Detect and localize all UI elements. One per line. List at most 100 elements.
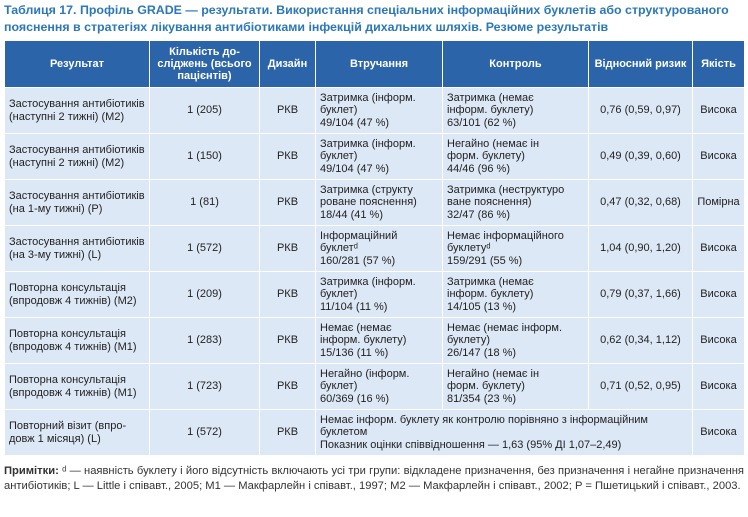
- control-line: Негайно (немає ін­: [447, 137, 540, 150]
- cell-design: РКВ: [259, 225, 316, 272]
- control-line: буклету): [447, 334, 490, 347]
- cell-design: РКВ: [259, 87, 316, 134]
- intervention-line: Затримка (інформ.: [320, 137, 416, 150]
- cell-control: Затримка (немає інформ. буклету) 14/105 (1…: [442, 271, 589, 318]
- control-line: 32/47 (86 %): [447, 208, 510, 221]
- table-row: Застосування антибіо­тиків (наступні 2 т…: [4, 87, 745, 134]
- control-line: форм. буклету): [447, 150, 525, 163]
- table-row: Повторна консультація (впродовж 4 тижнів…: [4, 317, 745, 364]
- header-result: Результат: [4, 40, 150, 88]
- control-line: інформ. буклету): [447, 288, 534, 301]
- intervention-line: 15/136 (11 %): [320, 346, 389, 359]
- cell-control: Немає (немає інформ. буклету) 26/147 (18 %…: [442, 317, 589, 364]
- control-line: Затримка (немає: [447, 275, 534, 288]
- cell-control: Негайно (немає ін­форм. буклету) 81/354 (…: [442, 363, 589, 410]
- cell-design: РКВ: [259, 271, 316, 318]
- intervention-line: 11/104 (11 %): [320, 300, 388, 313]
- cell-quality: Помір­на: [692, 179, 745, 226]
- header-design: Дизайн: [259, 40, 316, 88]
- cell-relative-risk: 0,79 (0,37, 1,66): [588, 271, 693, 318]
- intervention-line: 49/104 (47 %): [320, 116, 390, 129]
- control-line: буклетуᵈ: [447, 242, 491, 255]
- intervention-line: Негайно (інформ.: [320, 367, 410, 380]
- cell-design: РКВ: [259, 133, 316, 180]
- cell-control: Затримка (немає інформ. буклету) 63/101 (6…: [442, 87, 589, 134]
- table-row: Застосування антибіо­тиків (на 1-му тижн…: [4, 179, 745, 226]
- control-line: ване пояснення): [447, 196, 532, 209]
- cell-quality: Висока: [692, 363, 745, 410]
- header-quality: Якість: [692, 40, 745, 88]
- control-line: 81/354 (23 %): [447, 392, 517, 405]
- table-row: Повторна консультація (впродовж 4 тижнів…: [4, 271, 745, 318]
- control-line: Немає інформаційного: [447, 229, 564, 242]
- cell-result: Повторна консультація (впродовж 4 тижнів…: [4, 317, 150, 364]
- cell-studies: 1 (723): [149, 363, 260, 410]
- cell-relative-risk: 0,62 (0,34, 1,12): [588, 317, 693, 364]
- cell-relative-risk: 1,04 (0,90, 1,20): [588, 225, 693, 272]
- control-line: 26/147 (18 %): [447, 346, 517, 359]
- control-line: форм. буклету): [447, 380, 525, 393]
- header-relative-risk: Відносний ризик: [588, 40, 693, 88]
- cell-control: Затримка (неструктуро­ване пояснення) 32/…: [442, 179, 589, 226]
- cell-merged-comparison: Немає інформ. буклету як контролю порівн…: [315, 409, 693, 456]
- header-studies: Кількість до­сліджень (всьо­го пацієнтів…: [149, 40, 260, 88]
- cell-studies: 1 (572): [149, 409, 260, 456]
- cell-studies: 1 (209): [149, 271, 260, 318]
- cell-relative-risk: 0,76 (0,59, 0,97): [588, 87, 693, 134]
- intervention-line: Затримка (інформ.: [320, 275, 416, 288]
- merged-line: Показник оцінки співвідношення — 1,63 (9…: [320, 438, 622, 451]
- cell-intervention: Негайно (інформ. буклет) 60/369 (16 %): [315, 363, 443, 410]
- cell-relative-risk: 0,71 (0,52, 0,95): [588, 363, 693, 410]
- control-line: 14/105 (13 %): [447, 300, 517, 313]
- control-line: 44/46 (96 %): [447, 162, 510, 175]
- cell-intervention: Затримка (інформ. буклет) 11/104 (11 %): [315, 271, 443, 318]
- cell-intervention: Затримка (структу­роване пояснення) 18/44…: [315, 179, 443, 226]
- intervention-line: роване пояснення): [320, 196, 417, 209]
- cell-quality: Висока: [692, 409, 745, 456]
- cell-result: Повторна консультація (впродовж 4 тижнів…: [4, 363, 150, 410]
- cell-quality: Висока: [692, 87, 745, 134]
- cell-relative-risk: 0,49 (0,39, 0,60): [588, 133, 693, 180]
- cell-quality: Висока: [692, 133, 745, 180]
- cell-intervention: Інформаційний буклетᵈ 160/281 (57 %): [315, 225, 443, 272]
- cell-result: Повторний візит (впро­довж 1 місяця) (L): [4, 409, 150, 456]
- cell-result: Повторна консультація (впродовж 4 тижнів…: [4, 271, 150, 318]
- cell-studies: 1 (81): [149, 179, 260, 226]
- merged-line: Немає інформ. буклету як контролю порівн…: [320, 413, 648, 426]
- intervention-line: Затримка (структу­: [320, 183, 413, 196]
- control-line: 159/291 (55 %): [447, 254, 523, 267]
- table-notes: Примітки: ᵈ — наявність буклету і його в…: [4, 464, 744, 494]
- intervention-line: 160/281 (57 %): [320, 254, 396, 267]
- cell-studies: 1 (572): [149, 225, 260, 272]
- cell-quality: Висока: [692, 225, 745, 272]
- cell-result: Застосування антибіо­тиків (наступні 2 т…: [4, 87, 150, 134]
- cell-studies: 1 (150): [149, 133, 260, 180]
- table-row: Повторна консультація (впродовж 4 тижнів…: [4, 363, 745, 410]
- cell-design: РКВ: [259, 317, 316, 364]
- header-intervention: Втручання: [315, 40, 443, 88]
- cell-quality: Висока: [692, 271, 745, 318]
- intervention-line: 49/104 (47 %): [320, 162, 390, 175]
- cell-studies: 1 (283): [149, 317, 260, 364]
- cell-result: Застосування антибіо­тиків (на 1-му тижн…: [4, 179, 150, 226]
- control-line: 63/101 (62 %): [447, 116, 517, 129]
- intervention-line: Інформаційний: [320, 229, 398, 242]
- grade-results-table: Результат Кількість до­сліджень (всьо­го…: [4, 40, 745, 456]
- intervention-line: буклетᵈ: [320, 242, 358, 255]
- cell-intervention: Затримка (інформ. буклет) 49/104 (47 %): [315, 87, 443, 134]
- table-row: Повторний візит (впро­довж 1 місяця) (L)…: [4, 409, 745, 456]
- table-caption: Таблиця 17. Профіль GRADE — результати. …: [4, 3, 729, 34]
- cell-relative-risk: 0,47 (0,32, 0,68): [588, 179, 693, 226]
- cell-control: Немає інформаційного буклетуᵈ 159/291 (55 …: [442, 225, 589, 272]
- cell-studies: 1 (205): [149, 87, 260, 134]
- intervention-line: буклет): [320, 104, 358, 117]
- control-line: Немає (немає інформ.: [447, 321, 563, 334]
- header-row: Результат Кількість до­сліджень (всьо­го…: [4, 40, 745, 88]
- intervention-line: 18/44 (41 %): [320, 208, 383, 221]
- notes-text: ᵈ — наявність буклету і його відсутність…: [4, 465, 744, 492]
- table-row: Застосування антибіо­тиків (на 3-му тижн…: [4, 225, 745, 272]
- control-line: Негайно (немає ін­: [447, 367, 540, 380]
- cell-result: Застосування антибіо­тиків (наступні 2 т…: [4, 133, 150, 180]
- intervention-line: Немає (немає: [320, 321, 392, 334]
- cell-design: РКВ: [259, 179, 316, 226]
